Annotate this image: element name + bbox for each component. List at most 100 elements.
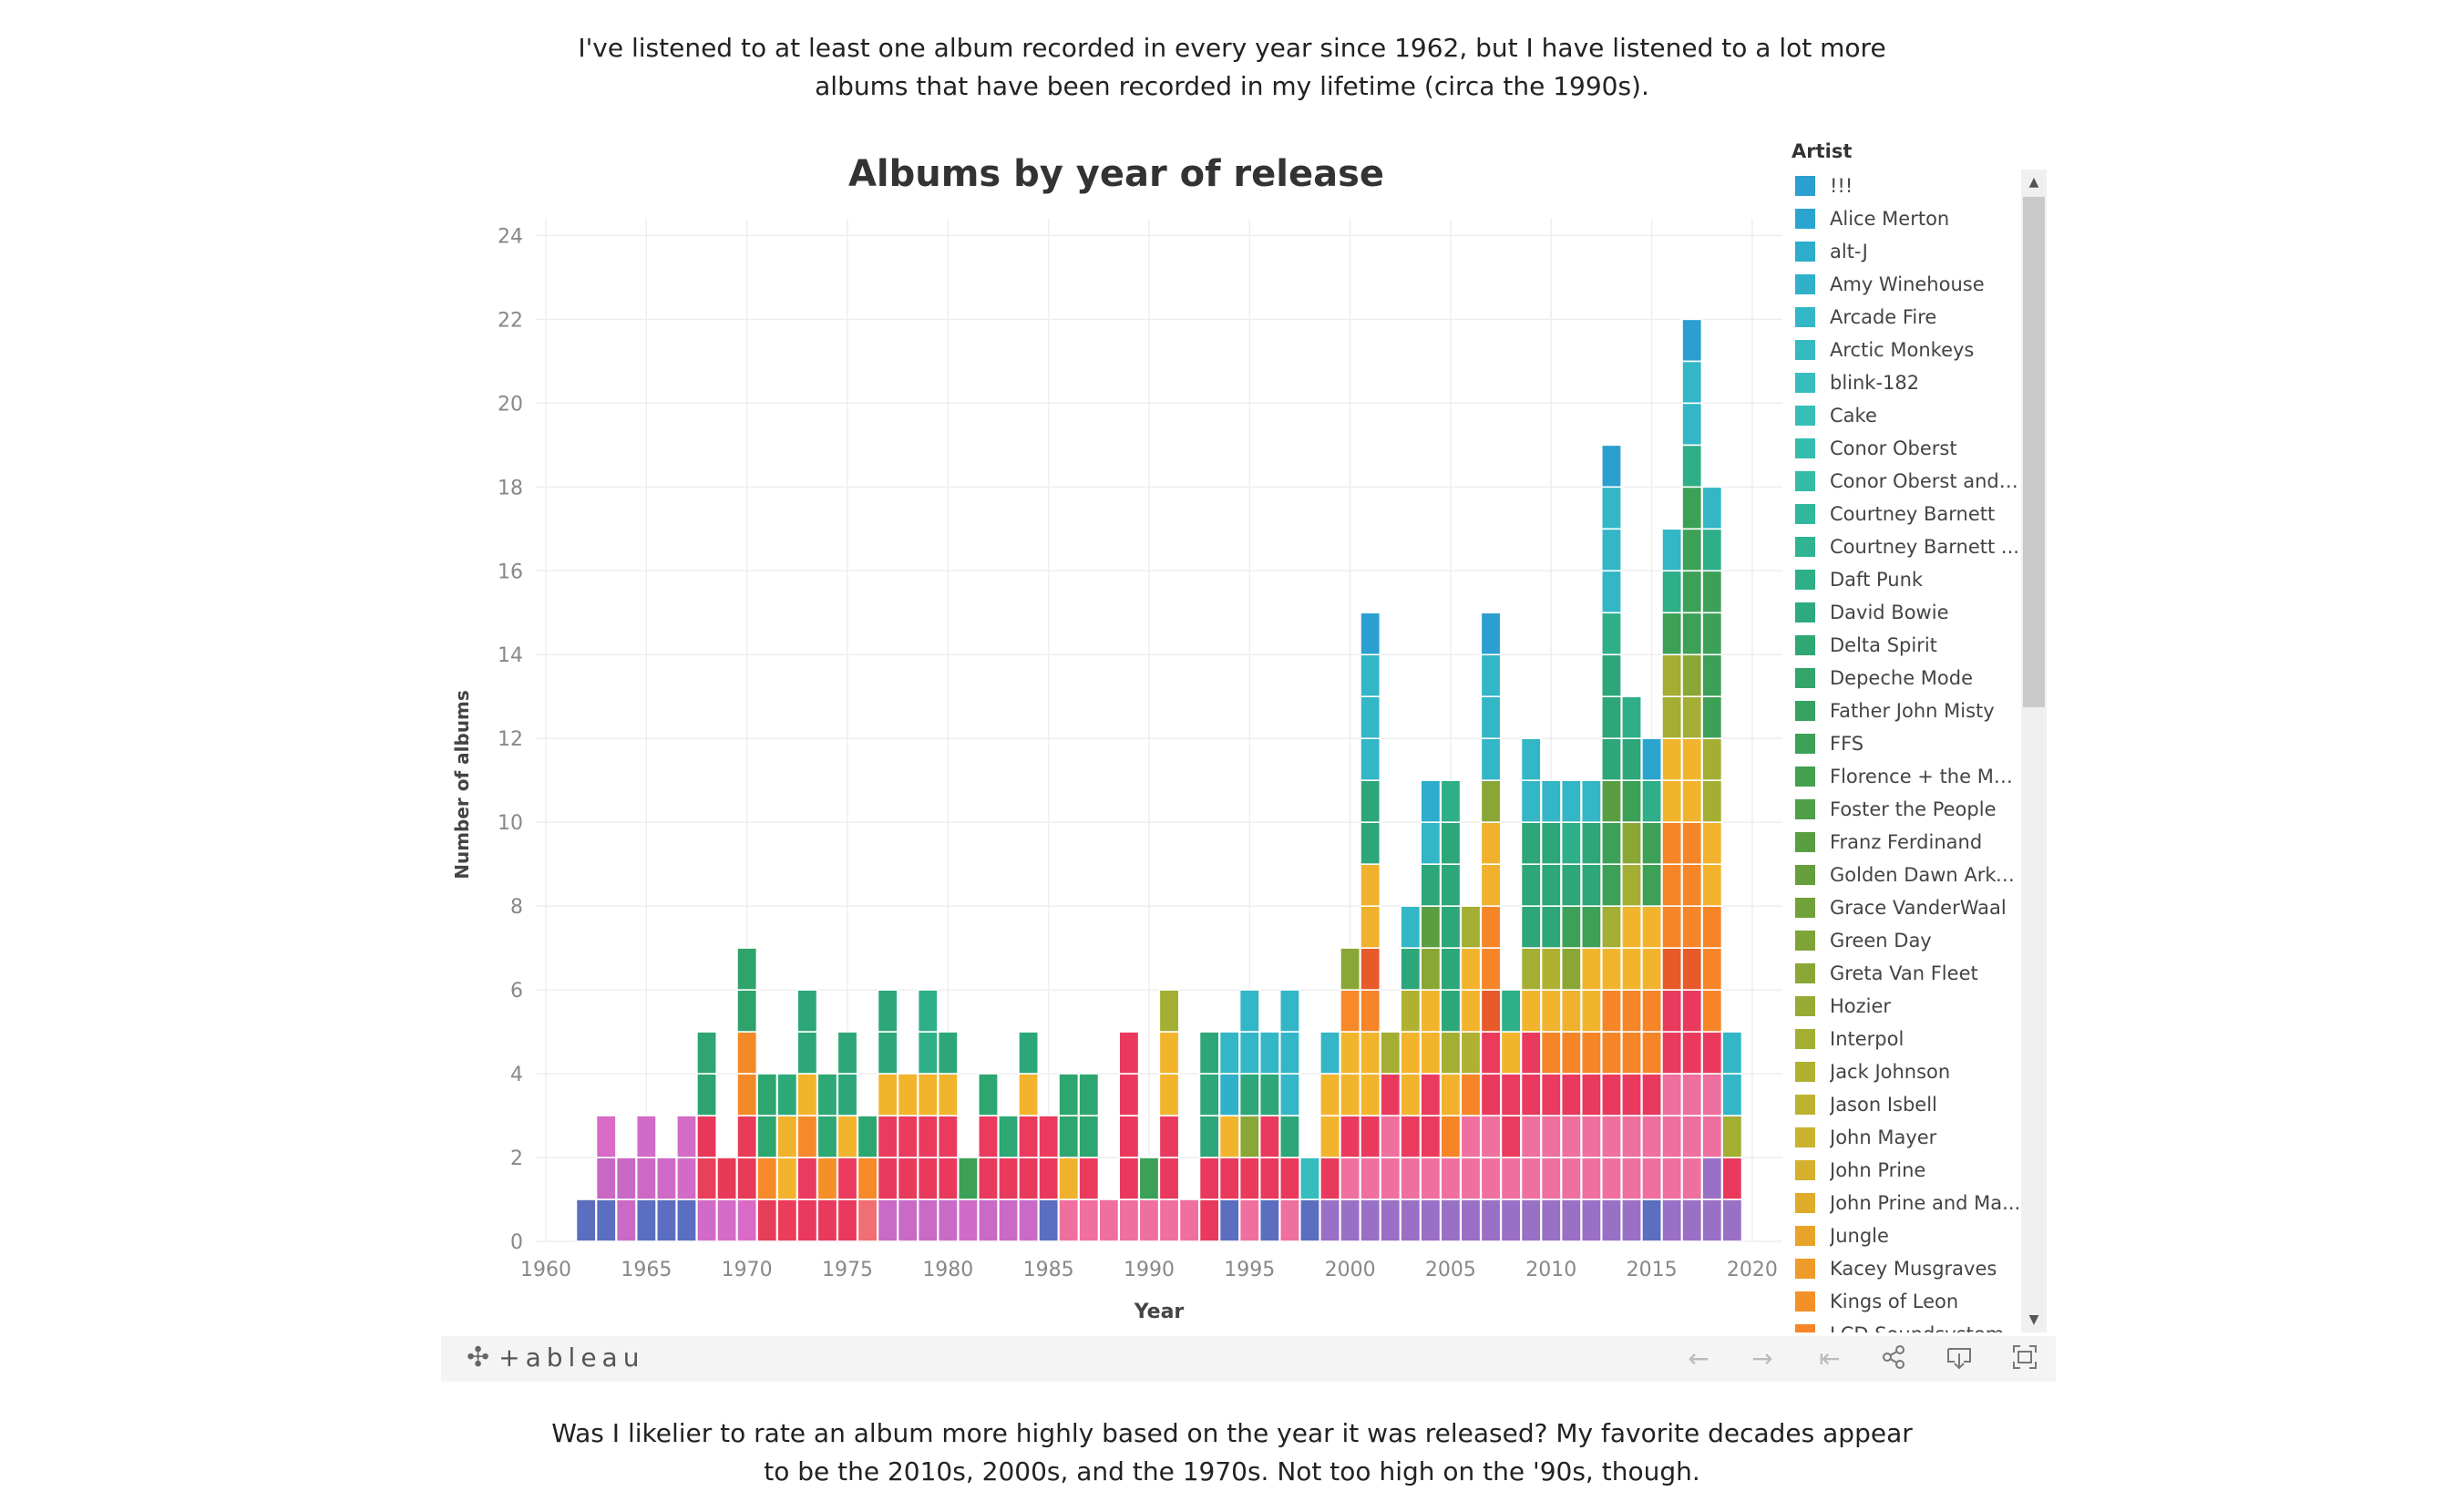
legend-item[interactable]: Cake	[1782, 399, 2030, 432]
legend-item[interactable]: FFS	[1782, 727, 2030, 760]
bar-segment	[1480, 905, 1502, 949]
bar-segment	[1380, 1115, 1401, 1158]
legend-item[interactable]: Father John Misty	[1782, 694, 2030, 727]
legend-item[interactable]: Delta Spirit	[1782, 629, 2030, 662]
legend-item[interactable]: Grace VanderWaal	[1782, 891, 2030, 924]
bar-segment	[1500, 1199, 1522, 1242]
legend-item[interactable]: Depeche Mode	[1782, 662, 2030, 694]
legend-item[interactable]: Conor Oberst	[1782, 432, 2030, 465]
share-glyph	[1883, 1345, 1904, 1369]
legend-item[interactable]: Arcade Fire	[1782, 301, 2030, 334]
bar-segment	[937, 1199, 959, 1242]
legend-item[interactable]: Interpol	[1782, 1023, 2030, 1055]
bar-segment	[1600, 1199, 1622, 1242]
bar-segment	[1641, 863, 1663, 907]
legend-item[interactable]: Amy Winehouse	[1782, 268, 2030, 301]
bar-segment	[736, 1199, 758, 1242]
legend-item[interactable]: Green Day	[1782, 924, 2030, 957]
bar-segment	[1440, 1115, 1462, 1158]
bar-segment	[1360, 695, 1381, 739]
download-glyph	[1947, 1348, 1971, 1370]
legend-item[interactable]: Kacey Musgraves	[1782, 1252, 2030, 1285]
legend-item[interactable]: Courtney Barnett	[1782, 498, 2030, 530]
legend-item[interactable]: Kings of Leon	[1782, 1285, 2030, 1318]
legend-item[interactable]: Jack Johnson	[1782, 1055, 2030, 1088]
legend-item[interactable]: John Prine	[1782, 1154, 2030, 1187]
bar-segment	[877, 1073, 898, 1116]
legend-item[interactable]: Conor Oberst and t...	[1782, 465, 2030, 498]
bar-segment	[1420, 947, 1442, 991]
legend-label: David Bowie	[1830, 602, 1949, 623]
legend-item[interactable]: David Bowie	[1782, 596, 2030, 629]
bar-segment	[1681, 1115, 1703, 1158]
scroll-thumb[interactable]	[2023, 197, 2045, 707]
bar-segment	[1400, 1031, 1422, 1075]
bar-segment	[1118, 1073, 1140, 1116]
legend-swatch	[1795, 1029, 1815, 1049]
scroll-down-icon[interactable]: ▼	[2028, 1312, 2039, 1327]
redo-icon[interactable]: →	[1751, 1343, 1773, 1373]
legend-item[interactable]: Florence + the Mac...	[1782, 760, 2030, 793]
bar-segment	[1681, 570, 1703, 614]
bar-segment	[877, 1031, 898, 1075]
bar-segment	[1600, 1031, 1622, 1075]
legend-label: John Mayer	[1830, 1126, 1937, 1148]
legend-item[interactable]: John Mayer	[1782, 1121, 2030, 1154]
legend-item[interactable]: blink-182	[1782, 366, 2030, 399]
bar-segment	[857, 1115, 878, 1158]
revert-icon[interactable]: ⇤	[1819, 1343, 1841, 1373]
bar-segment	[1420, 905, 1442, 949]
bar-segment	[1560, 989, 1582, 1033]
legend-item[interactable]: Hozier	[1782, 990, 2030, 1023]
bar-segment	[1480, 737, 1502, 781]
legend-scrollbar[interactable]: ▲ ▼	[2021, 170, 2047, 1332]
legend-label: Conor Oberst	[1830, 437, 1957, 459]
scroll-up-icon[interactable]: ▲	[2028, 175, 2039, 190]
bar-segment	[857, 1199, 878, 1242]
legend-item[interactable]: Jungle	[1782, 1219, 2030, 1252]
bar-segment	[1360, 947, 1381, 991]
bar-segment	[756, 1073, 778, 1116]
legend-swatch	[1795, 701, 1815, 721]
bar-segment	[1661, 737, 1683, 781]
share-icon[interactable]	[1875, 1343, 1912, 1374]
bar-segment	[1480, 863, 1502, 907]
bar-segment	[1520, 779, 1542, 823]
legend-item[interactable]: Franz Ferdinand	[1782, 826, 2030, 859]
bar-segment	[1681, 612, 1703, 656]
bar-segment	[1158, 1031, 1180, 1075]
legend-item[interactable]: Golden Dawn Arke...	[1782, 859, 2030, 891]
bar-segment	[917, 989, 939, 1033]
bar-segment	[1360, 989, 1381, 1033]
legend-item[interactable]: Alice Merton	[1782, 202, 2030, 235]
bar-segment	[1621, 1115, 1643, 1158]
bar-segment	[1500, 989, 1522, 1033]
bar-segment	[575, 1199, 597, 1242]
fullscreen-icon[interactable]	[2007, 1343, 2043, 1374]
y-tick-label: 2	[510, 1147, 523, 1170]
legend-item[interactable]: alt-J	[1782, 235, 2030, 268]
bar-segment	[1600, 905, 1622, 949]
bar-segment	[1580, 1199, 1602, 1242]
bar-segment	[1681, 528, 1703, 572]
legend-item[interactable]: Greta Van Fleet	[1782, 957, 2030, 990]
legend-item[interactable]: Courtney Barnett ...	[1782, 530, 2030, 563]
legend-item[interactable]: John Prine and Ma...	[1782, 1187, 2030, 1219]
legend-item[interactable]: Foster the People	[1782, 793, 2030, 826]
bar-segment	[1360, 737, 1381, 781]
bar-segment	[1580, 863, 1602, 907]
bar-segment	[998, 1157, 1020, 1200]
legend-item[interactable]: !!!	[1782, 170, 2030, 202]
bar-segment	[796, 1157, 818, 1200]
tableau-logo[interactable]: ✣ +ableau	[467, 1342, 645, 1373]
legend-item[interactable]: LCD Soundsystem	[1782, 1318, 2030, 1332]
legend-item[interactable]: Daft Punk	[1782, 563, 2030, 596]
legend-item[interactable]: Arctic Monkeys	[1782, 334, 2030, 366]
legend-item[interactable]: Jason Isbell	[1782, 1088, 2030, 1121]
legend-label: Cake	[1830, 405, 1877, 427]
bar-segment	[595, 1115, 617, 1158]
bar-segment	[1500, 1073, 1522, 1116]
undo-icon[interactable]: ←	[1688, 1343, 1709, 1373]
bar-segment	[655, 1157, 677, 1200]
download-icon[interactable]	[1941, 1343, 1977, 1374]
